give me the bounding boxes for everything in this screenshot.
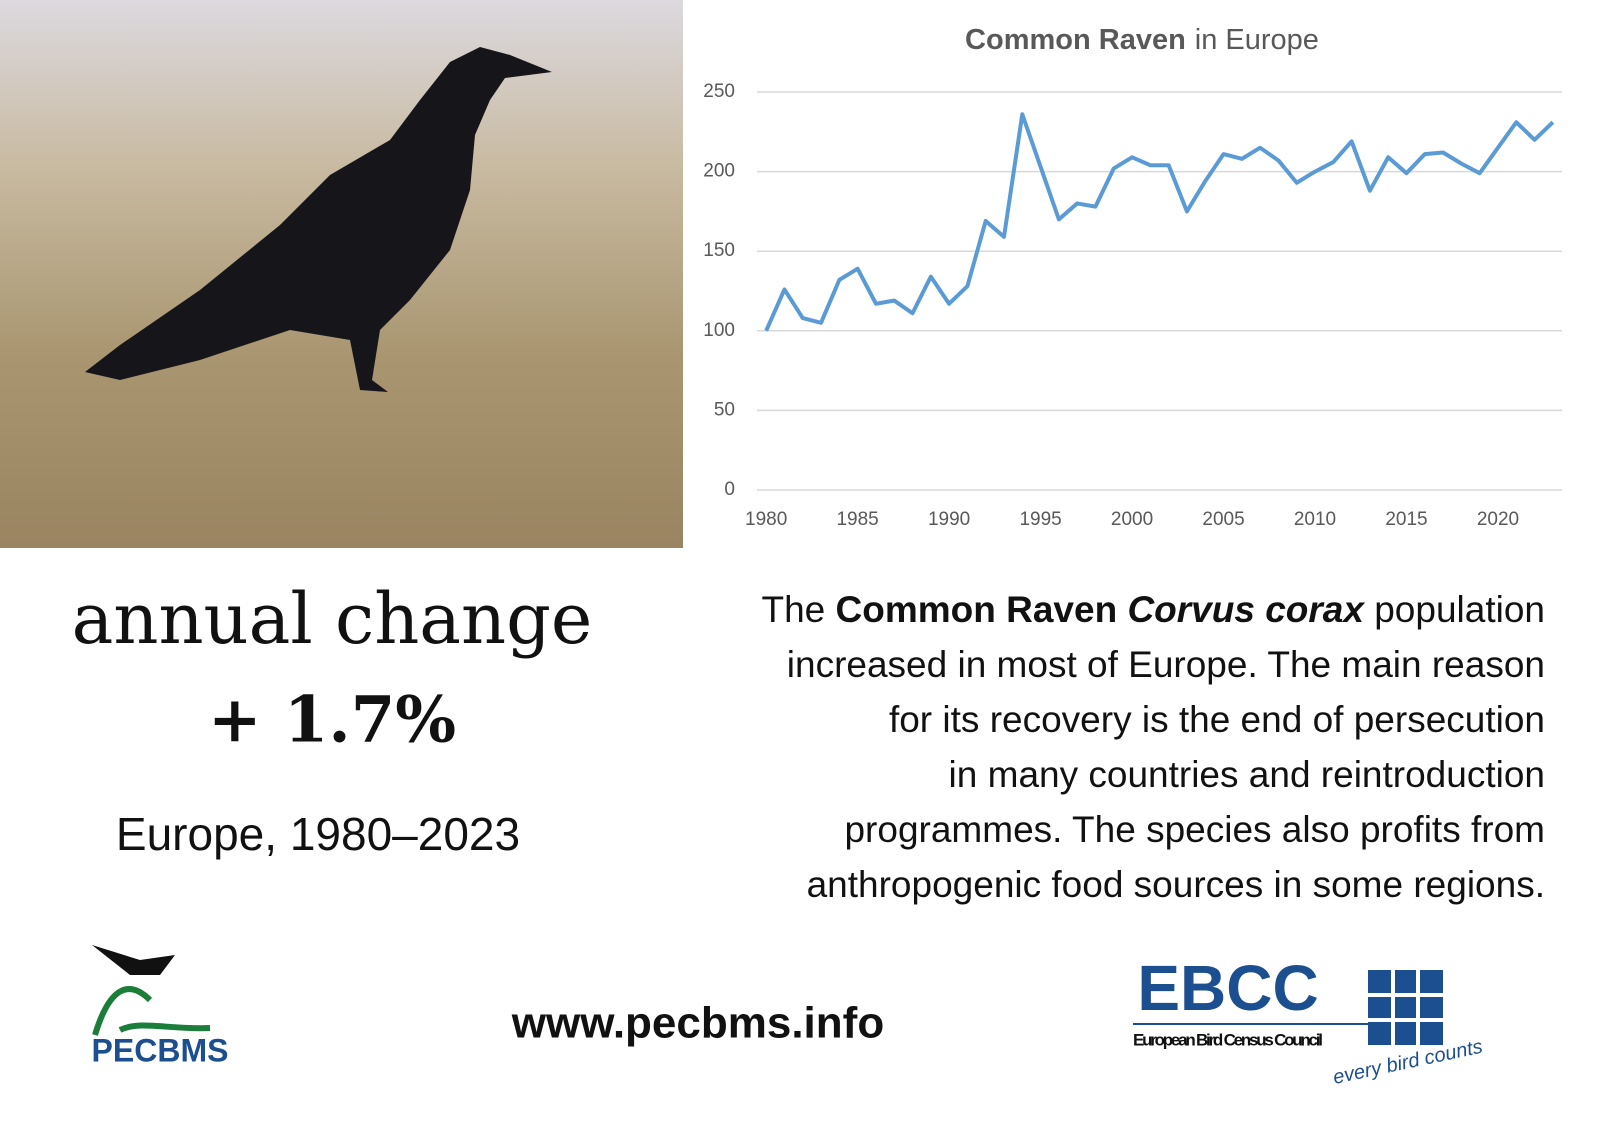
title-part: in Europe: [1195, 24, 1319, 56]
y-tick-label: 150: [703, 240, 735, 261]
body-segment: anthropogenic food sources in some regio…: [807, 864, 1545, 905]
x-tick-label: 1980: [745, 509, 787, 530]
body-segment: Corvus corax: [1127, 589, 1365, 630]
body-segment: programmes. The species also profits fro…: [844, 809, 1545, 850]
body-line: The Common Raven Corvus corax population: [761, 589, 1545, 630]
body-segment: for its recovery is the end of persecuti…: [889, 699, 1545, 740]
body-text: The Common Raven Corvus corax population…: [761, 589, 1545, 905]
x-tick-label: 2020: [1477, 509, 1519, 530]
body-segment: The: [761, 589, 835, 630]
y-tick-label: 100: [703, 320, 735, 341]
photo: [0, 0, 683, 548]
title-part: Common Raven: [965, 24, 1186, 56]
x-tick-label: 1985: [836, 509, 878, 530]
body-segment: Common Raven: [836, 589, 1128, 630]
body-line: in many countries and reintroduction: [949, 754, 1545, 795]
summary-label: annual change: [72, 578, 593, 660]
summary-region: Europe, 1980–2023: [116, 808, 520, 860]
x-tick-label: 2005: [1202, 509, 1244, 530]
body-line: anthropogenic food sources in some regio…: [807, 864, 1545, 905]
x-tick-label: 1995: [1019, 509, 1061, 530]
chart: Common Raven in Europe 0 50 100 150 200 250 198…: [703, 24, 1562, 530]
logo-text: PECBMS: [92, 1032, 229, 1068]
y-tick-label: 200: [703, 161, 735, 182]
line: [764, 112, 1555, 332]
chart-title: Common Raven in Europe: [965, 24, 1319, 56]
body-segment: in many countries and reintroduction: [949, 754, 1545, 795]
y-tick-label: 250: [703, 81, 735, 102]
body-line: programmes. The species also profits fro…: [844, 809, 1545, 850]
x-tick-label: 2000: [1111, 509, 1153, 530]
x-tick-label: 1990: [928, 509, 970, 530]
summary-value: + 1.7%: [208, 683, 456, 758]
x-tick-label: 2015: [1385, 509, 1427, 530]
website: www.pecbms.info: [511, 999, 884, 1048]
y-tick-label: 0: [724, 479, 735, 500]
ebcc-logo: EBCC European Bird Census Council every …: [1133, 952, 1485, 1089]
body-segment: increased in most of Europe. The main re…: [787, 644, 1545, 685]
body-line: increased in most of Europe. The main re…: [787, 644, 1545, 685]
logo-text: EBCC: [1137, 952, 1318, 1024]
pecbms-logo: PECBMS: [92, 945, 229, 1068]
body-segment: population: [1364, 589, 1545, 630]
logo-subtext: European Bird Census Council: [1133, 1030, 1323, 1049]
y-tick-label: 50: [714, 399, 735, 420]
x-tick-label: 2010: [1294, 509, 1336, 530]
body-line: for its recovery is the end of persecuti…: [889, 699, 1545, 740]
